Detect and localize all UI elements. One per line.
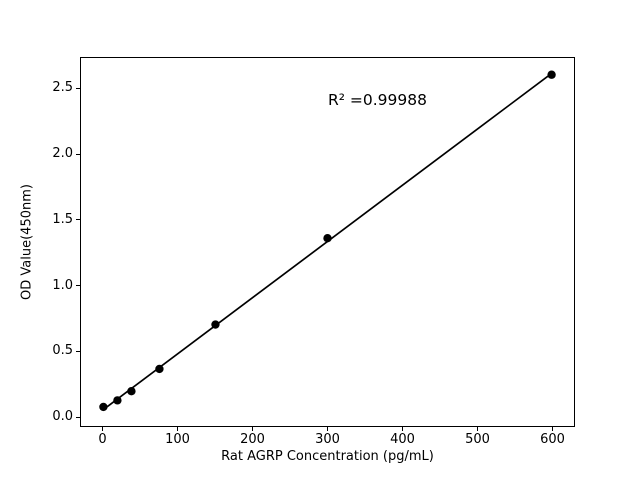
data-point	[155, 364, 164, 374]
y-tick-mark	[76, 87, 80, 89]
y-tick-mark	[76, 219, 80, 221]
y-tick-label: 1.0	[52, 277, 73, 293]
x-tick-mark	[177, 427, 178, 431]
x-tick-label: 100	[165, 432, 190, 447]
y-tick-mark	[76, 350, 80, 352]
x-tick-mark	[477, 427, 478, 431]
x-tick-mark	[252, 427, 253, 431]
data-point	[99, 402, 108, 412]
plot-area	[80, 57, 575, 427]
x-tick-label: 600	[540, 432, 565, 447]
r-squared-annotation: R² =0.99988	[328, 91, 427, 109]
y-tick-mark	[76, 416, 80, 418]
x-tick-mark	[102, 427, 103, 431]
y-tick-mark	[76, 153, 80, 155]
y-tick-label: 0.0	[52, 409, 73, 424]
data-point	[547, 70, 556, 79]
data-point	[211, 320, 220, 329]
x-axis-label: Rat AGRP Concentration (pg/mL)	[221, 449, 434, 464]
y-tick-label: 2.5	[52, 80, 73, 96]
y-tick-label: 2.0	[52, 146, 73, 162]
data-point	[113, 396, 122, 405]
x-tick-label: 500	[465, 432, 490, 447]
data-point	[323, 234, 332, 243]
x-tick-mark	[327, 427, 328, 431]
x-tick-label: 200	[240, 432, 265, 447]
x-tick-label: 0	[98, 432, 107, 447]
y-tick-mark	[76, 285, 80, 287]
x-tick-mark	[402, 427, 403, 431]
data-point	[127, 387, 136, 396]
x-tick-mark	[552, 427, 553, 431]
standard-curve-plot	[99, 70, 556, 412]
x-tick-label: 400	[390, 432, 415, 447]
x-tick-label: 300	[315, 432, 340, 447]
y-tick-label: 1.5	[52, 211, 73, 227]
y-tick-label: 0.5	[52, 343, 73, 359]
